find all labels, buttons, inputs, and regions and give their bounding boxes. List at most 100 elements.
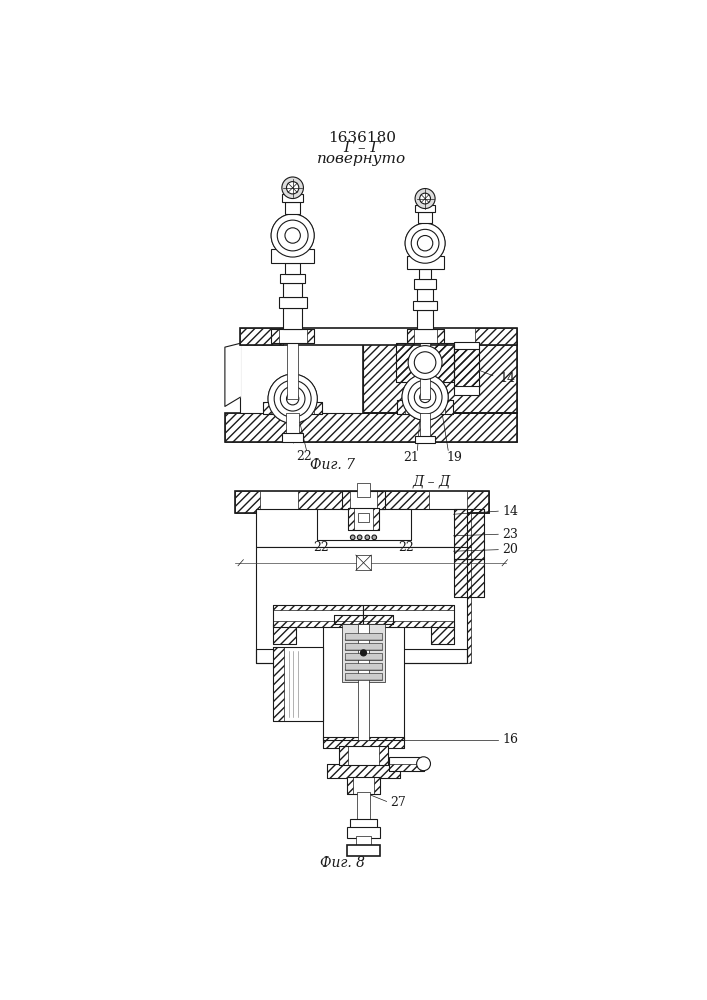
Bar [407, 329, 414, 343]
Circle shape [405, 223, 445, 263]
Bar [271, 249, 314, 263]
Bar [273, 624, 296, 644]
Bar [264, 402, 271, 414]
Bar [282, 194, 303, 202]
Bar [281, 274, 305, 283]
Bar [324, 737, 404, 748]
Bar [279, 297, 307, 308]
Bar [345, 643, 382, 650]
Bar [345, 673, 382, 680]
Text: 22: 22 [296, 450, 312, 463]
Bar [273, 647, 322, 721]
Bar [445, 400, 452, 414]
Bar [256, 547, 273, 663]
Text: 14: 14 [499, 372, 515, 385]
Circle shape [277, 220, 308, 251]
Bar [327, 764, 400, 778]
Bar [454, 547, 471, 663]
Bar [348, 508, 379, 530]
Bar [415, 436, 435, 443]
Text: 1636180: 1636180 [328, 131, 396, 145]
Bar [346, 827, 380, 838]
Text: 22: 22 [313, 541, 329, 554]
Bar [240, 343, 363, 413]
Bar [256, 649, 467, 663]
Circle shape [408, 380, 442, 414]
Bar [413, 301, 438, 310]
Bar [417, 310, 433, 329]
Bar [455, 342, 479, 349]
Text: Фиг. 8: Фиг. 8 [320, 856, 366, 870]
Bar [431, 624, 455, 644]
Bar [346, 845, 380, 856]
Text: 19: 19 [446, 451, 462, 464]
Text: Д – Д: Д – Д [412, 475, 450, 489]
Bar [225, 413, 518, 442]
Bar [455, 347, 479, 389]
Bar [455, 347, 479, 389]
Bar [307, 329, 314, 343]
Bar [373, 508, 379, 530]
Circle shape [414, 386, 436, 408]
Bar [282, 433, 303, 442]
Bar [454, 509, 471, 547]
Bar [363, 621, 455, 627]
Circle shape [372, 535, 377, 540]
Polygon shape [225, 343, 240, 406]
Bar [357, 792, 370, 821]
Circle shape [268, 374, 317, 423]
Bar [397, 400, 452, 414]
Bar [273, 605, 363, 627]
Bar [259, 491, 298, 513]
Bar [324, 620, 404, 740]
Bar [363, 343, 518, 413]
Text: повернуто: повернуто [317, 152, 407, 166]
Bar [342, 491, 385, 509]
Bar [454, 509, 484, 559]
Bar [284, 308, 302, 329]
Bar [287, 341, 298, 399]
Bar [334, 615, 393, 624]
Bar [286, 413, 299, 436]
Bar [264, 402, 322, 414]
Bar [273, 621, 363, 627]
Bar [396, 343, 455, 382]
Text: 27: 27 [390, 796, 407, 809]
Bar [455, 386, 479, 395]
Circle shape [411, 229, 439, 257]
Circle shape [281, 386, 305, 411]
Bar [348, 508, 354, 530]
Text: 21: 21 [403, 451, 419, 464]
Bar [389, 764, 423, 771]
Bar [273, 624, 296, 644]
Bar [273, 605, 363, 610]
Bar [475, 328, 518, 345]
Bar [271, 329, 314, 343]
Bar [345, 633, 382, 640]
Bar [363, 605, 455, 627]
Circle shape [417, 235, 433, 251]
Text: 14: 14 [502, 505, 518, 518]
Bar [396, 343, 455, 382]
Circle shape [286, 182, 299, 194]
Bar [342, 624, 385, 682]
Text: Фиг. 7: Фиг. 7 [310, 458, 355, 472]
Bar [363, 605, 455, 610]
Bar [273, 647, 284, 721]
Bar [285, 263, 300, 274]
Circle shape [351, 535, 355, 540]
Bar [414, 279, 436, 289]
Bar [363, 343, 518, 413]
Circle shape [420, 392, 431, 403]
Bar [225, 413, 518, 442]
Circle shape [285, 228, 300, 243]
Circle shape [414, 352, 436, 373]
Bar [342, 491, 350, 509]
Bar [415, 205, 435, 212]
Circle shape [274, 380, 311, 417]
Bar [389, 757, 423, 771]
Bar [256, 547, 467, 663]
Text: 23: 23 [502, 528, 518, 541]
Bar [256, 649, 467, 663]
Bar [345, 653, 382, 660]
